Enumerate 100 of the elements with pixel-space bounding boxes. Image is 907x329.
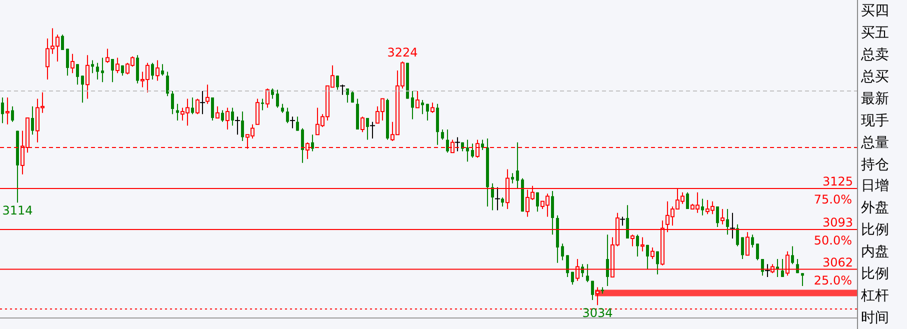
candlestick xyxy=(471,143,474,158)
candlestick xyxy=(586,264,589,283)
candlestick xyxy=(61,34,64,51)
candlestick xyxy=(96,62,99,80)
ref-line-label: 3062 xyxy=(822,255,853,270)
candlestick xyxy=(516,142,519,189)
candlestick xyxy=(196,98,200,115)
candlestick xyxy=(761,258,764,276)
candlestick xyxy=(151,62,154,80)
candlestick xyxy=(70,53,74,74)
candlestick xyxy=(161,64,164,76)
text: 日增 xyxy=(861,177,889,196)
candlestick xyxy=(421,100,424,115)
ref-line-label: 3093 xyxy=(822,216,853,230)
candlestick xyxy=(31,106,34,136)
candlestick xyxy=(76,64,79,86)
candlestick xyxy=(6,96,10,125)
candlestick xyxy=(446,129,449,154)
text: 比例 xyxy=(861,265,889,284)
candlestick xyxy=(106,48,110,64)
annotation: 3034 xyxy=(582,306,613,320)
candlestick xyxy=(296,116,299,132)
candlestick xyxy=(726,208,729,236)
candlestick xyxy=(646,244,649,270)
annotation: 75.0% xyxy=(814,192,852,206)
candlestick xyxy=(776,258,779,278)
candlestick xyxy=(481,139,484,151)
candlestick xyxy=(801,272,804,286)
candlestick xyxy=(566,254,569,278)
candlestick xyxy=(166,71,169,97)
candlestick xyxy=(91,60,94,74)
candlestick xyxy=(301,128,304,164)
annotation: 50.0% xyxy=(814,234,852,248)
candlestick xyxy=(751,234,754,248)
text: 内盘 xyxy=(861,243,889,262)
candlestick xyxy=(176,103,179,122)
candlestick xyxy=(156,60,160,82)
text: 时间 xyxy=(861,309,889,328)
text: 总量 xyxy=(861,134,889,152)
text: 买五 xyxy=(861,24,889,42)
candlestick xyxy=(640,236,644,252)
candlestick xyxy=(426,103,429,122)
candlestick xyxy=(441,129,444,140)
candlestick xyxy=(416,90,420,108)
candlestick xyxy=(261,98,264,111)
candlestick xyxy=(511,172,514,184)
candlestick xyxy=(656,250,659,275)
candlestick xyxy=(636,234,639,257)
candlestick xyxy=(81,75,84,104)
text: 外盘 xyxy=(861,199,889,218)
candlestick xyxy=(211,96,214,122)
candlestick xyxy=(286,107,289,124)
candlestick xyxy=(241,111,244,142)
text: 总卖 xyxy=(861,46,889,64)
annotation: 3114 xyxy=(2,204,33,218)
candlestick xyxy=(271,88,274,100)
candlestick xyxy=(216,106,220,118)
candlestick xyxy=(650,246,654,260)
candlestick xyxy=(591,280,594,301)
candlestick xyxy=(86,54,90,100)
annotation: 3224 xyxy=(387,46,418,60)
candlestick xyxy=(491,182,494,211)
candlestick xyxy=(701,198,704,216)
candlestick xyxy=(466,139,469,162)
candlestick xyxy=(136,54,139,84)
text: 杠杆 xyxy=(861,287,889,306)
candlestick xyxy=(231,107,234,126)
candlestick xyxy=(360,116,364,133)
candlestick xyxy=(171,90,174,115)
candlestick xyxy=(551,190,554,236)
candlestick xyxy=(736,224,739,247)
text: 现手 xyxy=(861,112,889,130)
text: 总买 xyxy=(861,68,889,86)
candlestick xyxy=(430,102,434,114)
candlestick xyxy=(266,88,270,108)
candlestick xyxy=(276,89,279,108)
candlestick xyxy=(366,117,369,140)
candlestick xyxy=(1,96,4,124)
candlestick xyxy=(630,234,634,247)
text: 买四 xyxy=(861,2,889,20)
candlestick xyxy=(561,243,564,261)
candlestick xyxy=(101,57,104,83)
candlestick xyxy=(746,232,750,256)
candlestick xyxy=(116,57,120,74)
candlestick xyxy=(111,58,114,83)
candlestick xyxy=(606,234,609,286)
candlestick xyxy=(411,90,414,120)
candlestick xyxy=(536,192,539,212)
candlestick xyxy=(226,107,230,130)
candlestick xyxy=(686,192,689,210)
candlestick xyxy=(221,110,224,122)
candlestick xyxy=(596,286,600,306)
candlestick xyxy=(756,243,759,261)
candlestick xyxy=(206,84,210,104)
candlestick xyxy=(346,88,349,104)
candlestick xyxy=(336,75,339,90)
text: 比例 xyxy=(861,221,889,240)
candlestick xyxy=(716,206,719,228)
candlestick xyxy=(571,271,574,286)
candlestick xyxy=(11,106,14,122)
